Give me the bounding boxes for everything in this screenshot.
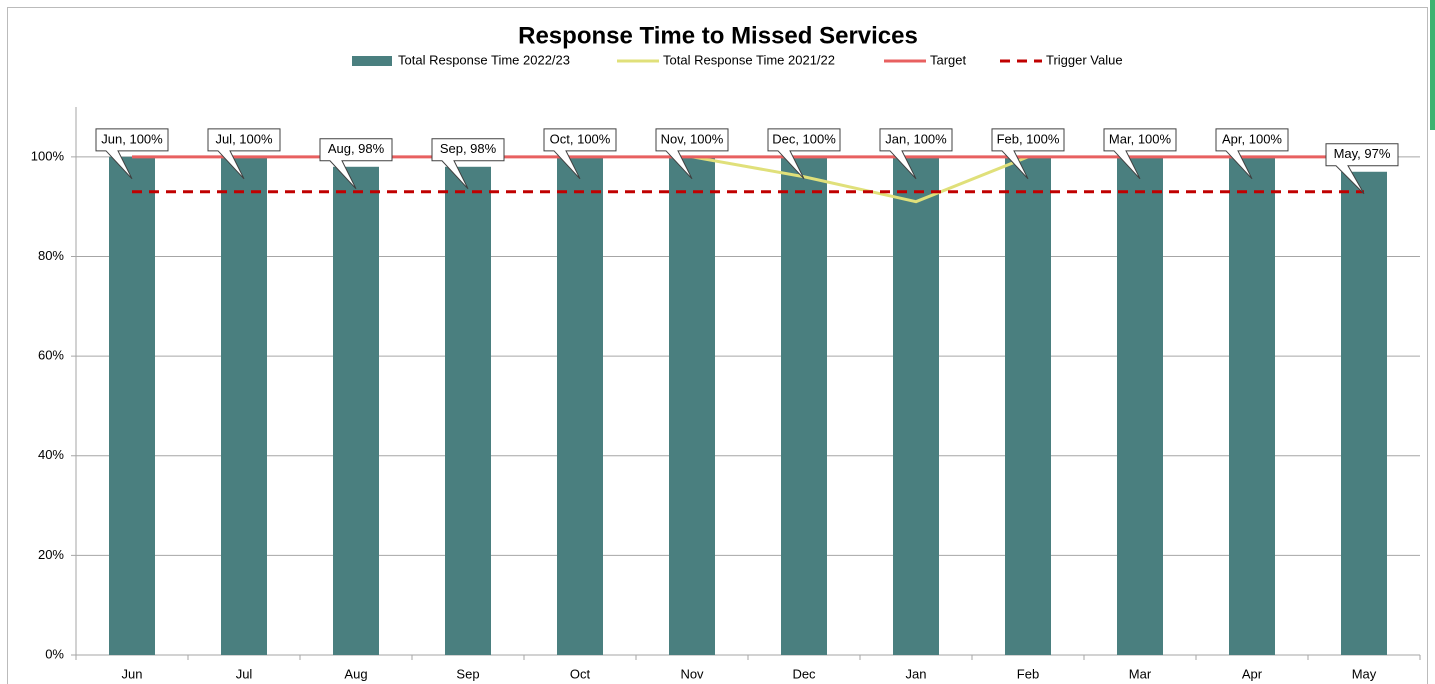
- bar: [893, 156, 939, 655]
- x-tick-label: Jan: [906, 666, 927, 681]
- label-callout: [655, 128, 729, 180]
- chart-title: Response Time to Missed Services: [518, 22, 918, 49]
- legend-label: Total Response Time 2022/23: [398, 52, 570, 67]
- bar: [1341, 171, 1387, 655]
- label-callout: [879, 128, 953, 180]
- data-label: May, 97%: [1334, 146, 1391, 161]
- data-label: Sep, 98%: [440, 141, 497, 156]
- y-tick-label: 100%: [31, 148, 65, 163]
- line-series: [691, 155, 1029, 204]
- y-tick-label: 60%: [38, 348, 64, 363]
- bar: [445, 166, 491, 656]
- x-tick-label: Feb: [1017, 666, 1039, 681]
- x-tick-label: Mar: [1129, 666, 1152, 681]
- data-label: Jan, 100%: [885, 131, 947, 146]
- x-tick-label: May: [1352, 666, 1377, 681]
- label-callout: [543, 128, 617, 180]
- label-callout: [1325, 143, 1399, 195]
- x-tick-label: Aug: [344, 666, 367, 681]
- label-callout: [991, 128, 1065, 180]
- bar: [1005, 156, 1051, 655]
- x-tick-label: Nov: [680, 666, 704, 681]
- data-label: Oct, 100%: [550, 131, 611, 146]
- x-tick-label: Apr: [1242, 666, 1263, 681]
- label-callout: [207, 128, 281, 180]
- label-callout: [1103, 128, 1177, 180]
- data-label: Jun, 100%: [101, 131, 163, 146]
- x-tick-label: Jul: [236, 666, 253, 681]
- label-callout: [95, 128, 169, 180]
- bar: [221, 156, 267, 655]
- data-label: Feb, 100%: [997, 131, 1060, 146]
- y-tick-label: 40%: [38, 447, 64, 462]
- x-tick-label: Jun: [122, 666, 143, 681]
- label-callout: [767, 128, 841, 180]
- bar: [333, 166, 379, 656]
- legend-label: Trigger Value: [1046, 52, 1123, 67]
- legend-label: Total Response Time 2021/22: [663, 52, 835, 67]
- y-tick-label: 80%: [38, 248, 64, 263]
- bar: [669, 156, 715, 655]
- x-tick-label: Oct: [570, 666, 591, 681]
- bar: [1117, 156, 1163, 655]
- data-label: Dec, 100%: [772, 131, 836, 146]
- legend-label: Target: [930, 52, 967, 67]
- bar: [781, 156, 827, 655]
- data-label: Nov, 100%: [661, 131, 724, 146]
- data-label: Aug, 98%: [328, 141, 385, 156]
- x-tick-label: Dec: [792, 666, 816, 681]
- label-callout: [431, 138, 505, 190]
- chart-frame: [7, 7, 1428, 684]
- data-label: Mar, 100%: [1109, 131, 1172, 146]
- label-callout: [1215, 128, 1289, 180]
- data-label: Jul, 100%: [215, 131, 273, 146]
- y-tick-label: 20%: [38, 547, 64, 562]
- bar: [557, 156, 603, 655]
- y-tick-label: 0%: [45, 646, 64, 661]
- legend-swatch: [352, 56, 392, 66]
- label-callout: [319, 138, 393, 190]
- bar: [109, 156, 155, 655]
- bar: [1229, 156, 1275, 655]
- data-label: Apr, 100%: [1222, 131, 1282, 146]
- x-tick-label: Sep: [456, 666, 479, 681]
- side-accent: [1430, 0, 1435, 130]
